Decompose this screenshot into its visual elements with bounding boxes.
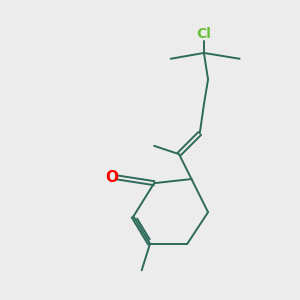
- Text: Cl: Cl: [196, 27, 211, 41]
- Text: O: O: [105, 170, 118, 185]
